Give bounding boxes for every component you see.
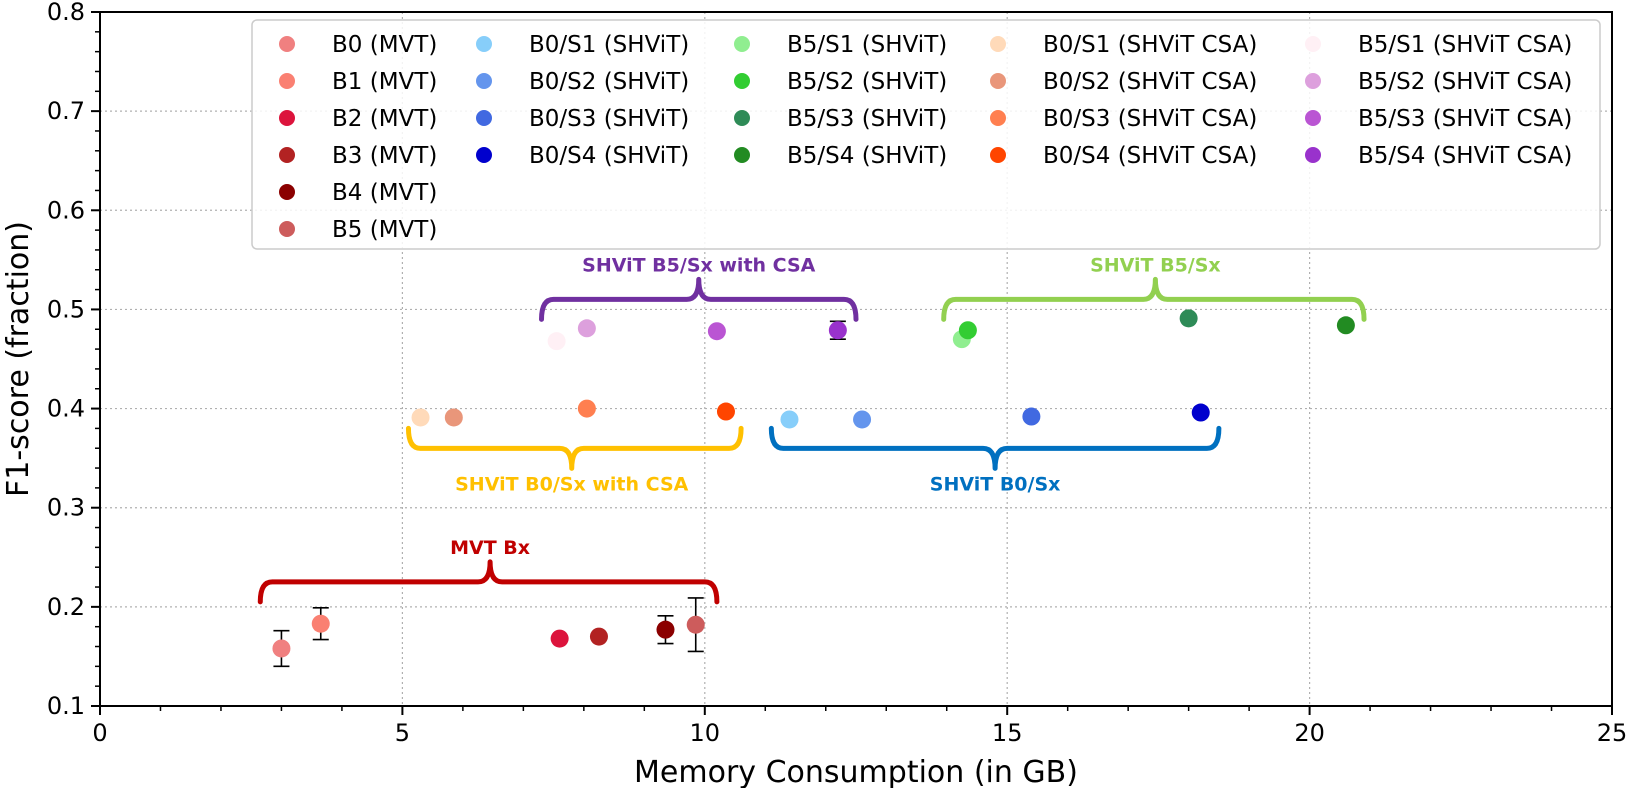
- legend-label: B5 (MVT): [332, 217, 437, 243]
- legend-marker: [1305, 110, 1321, 126]
- data-point: [550, 629, 569, 648]
- data-point: [707, 322, 726, 341]
- legend-label: B0/S3 (SHViT): [529, 106, 689, 132]
- data-point: [656, 620, 675, 639]
- bracket-label: MVT Bx: [450, 537, 530, 559]
- y-tick-label: 0.6: [47, 196, 85, 224]
- data-point: [716, 402, 735, 421]
- data-point: [686, 615, 705, 634]
- legend-marker: [734, 110, 750, 126]
- y-tick-label: 0.1: [47, 692, 85, 720]
- legend-marker: [279, 221, 295, 237]
- legend-label: B5/S2 (SHViT): [787, 69, 947, 95]
- legend-label: B0/S3 (SHViT CSA): [1043, 106, 1257, 132]
- legend-label: B0/S1 (SHViT CSA): [1043, 32, 1257, 58]
- bracket-label: SHViT B0/Sx with CSA: [455, 473, 689, 495]
- legend-label: B0/S2 (SHViT): [529, 69, 689, 95]
- data-point: [311, 614, 330, 633]
- legend-marker: [279, 184, 295, 200]
- data-point: [547, 332, 566, 351]
- data-point: [577, 319, 596, 338]
- data-point: [1022, 407, 1041, 426]
- y-tick-label: 0.7: [47, 97, 85, 125]
- data-point: [828, 321, 847, 340]
- bracket: [539, 276, 859, 322]
- x-tick-label: 15: [992, 719, 1023, 747]
- data-point: [411, 408, 430, 427]
- legend-label: B1 (MVT): [332, 69, 437, 95]
- y-tick-label: 0.5: [47, 295, 85, 323]
- legend-marker: [1305, 36, 1321, 52]
- x-axis-label: Memory Consumption (in GB): [634, 755, 1078, 788]
- bracket: [405, 425, 744, 471]
- y-tick-label: 0.4: [47, 395, 85, 423]
- legend-label: B3 (MVT): [332, 143, 437, 169]
- group-annotations: MVT Bx SHViT B0/Sx with CSA SHViT B0/Sx SHV…: [257, 254, 1367, 605]
- legend: B0 (MVT) B1 (MVT) B2 (MVT) B3 (MVT) B4 (MVT)…: [251, 19, 1601, 250]
- legend-marker: [476, 36, 492, 52]
- y-tick-label: 0.2: [47, 593, 85, 621]
- legend-marker: [990, 110, 1006, 126]
- legend-marker: [990, 36, 1006, 52]
- legend-marker: [1305, 147, 1321, 163]
- x-tick-label: 0: [92, 719, 107, 747]
- legend-marker: [990, 73, 1006, 89]
- legend-marker: [1305, 73, 1321, 89]
- legend-marker: [476, 73, 492, 89]
- legend-label: B5/S2 (SHViT CSA): [1358, 69, 1572, 95]
- legend-label: B4 (MVT): [332, 180, 437, 206]
- legend-label: B0/S1 (SHViT): [529, 32, 689, 58]
- data-point: [1179, 309, 1198, 328]
- legend-marker: [734, 147, 750, 163]
- legend-marker: [734, 36, 750, 52]
- bracket: [257, 559, 720, 605]
- legend-label: B0 (MVT): [332, 32, 437, 58]
- data-point: [589, 627, 608, 646]
- legend-label: B5/S4 (SHViT CSA): [1358, 143, 1572, 169]
- data-point: [444, 408, 463, 427]
- x-tick-label: 5: [395, 719, 410, 747]
- legend-label: B5/S4 (SHViT): [787, 143, 947, 169]
- data-point: [577, 399, 596, 418]
- data-point: [1191, 403, 1210, 422]
- data-points: [272, 309, 1355, 668]
- data-point: [958, 321, 977, 340]
- legend-marker: [279, 110, 295, 126]
- legend-label: B5/S1 (SHViT): [787, 32, 947, 58]
- bracket-label: SHViT B5/Sx with CSA: [582, 254, 816, 276]
- plot-frame: [99, 11, 1613, 707]
- data-point: [780, 410, 799, 429]
- bracket: [768, 425, 1222, 471]
- legend-label: B0/S2 (SHViT CSA): [1043, 69, 1257, 95]
- legend-box: [251, 19, 1601, 250]
- legend-label: B0/S4 (SHViT CSA): [1043, 143, 1257, 169]
- data-point: [272, 639, 291, 658]
- y-tick-label: 0.8: [47, 0, 85, 26]
- legend-label: B5/S3 (SHViT CSA): [1358, 106, 1572, 132]
- data-point: [1336, 316, 1355, 335]
- legend-marker: [279, 147, 295, 163]
- bracket-label: SHViT B5/Sx: [1090, 254, 1221, 276]
- x-tick-label: 10: [690, 719, 721, 747]
- legend-label: B0/S4 (SHViT): [529, 143, 689, 169]
- legend-marker: [476, 110, 492, 126]
- legend-label: B2 (MVT): [332, 106, 437, 132]
- x-tick-label: 20: [1294, 719, 1325, 747]
- legend-marker: [279, 36, 295, 52]
- legend-marker: [990, 147, 1006, 163]
- legend-label: B5/S3 (SHViT): [787, 106, 947, 132]
- y-tick-label: 0.3: [47, 494, 85, 522]
- axis-ticks: 0 5 10 15 20 25 0.1 0.2 0.3 0.4 0.5 0.6 0.7 0.8: [47, 0, 1627, 747]
- legend-label: B5/S1 (SHViT CSA): [1358, 32, 1572, 58]
- y-axis-label: F1-score (fraction): [1, 221, 36, 497]
- bracket-label: SHViT B0/Sx: [930, 473, 1061, 495]
- bracket: [941, 276, 1367, 322]
- legend-marker: [279, 73, 295, 89]
- legend-marker: [476, 147, 492, 163]
- x-tick-label: 25: [1597, 719, 1628, 747]
- legend-marker: [734, 73, 750, 89]
- data-point: [853, 410, 872, 429]
